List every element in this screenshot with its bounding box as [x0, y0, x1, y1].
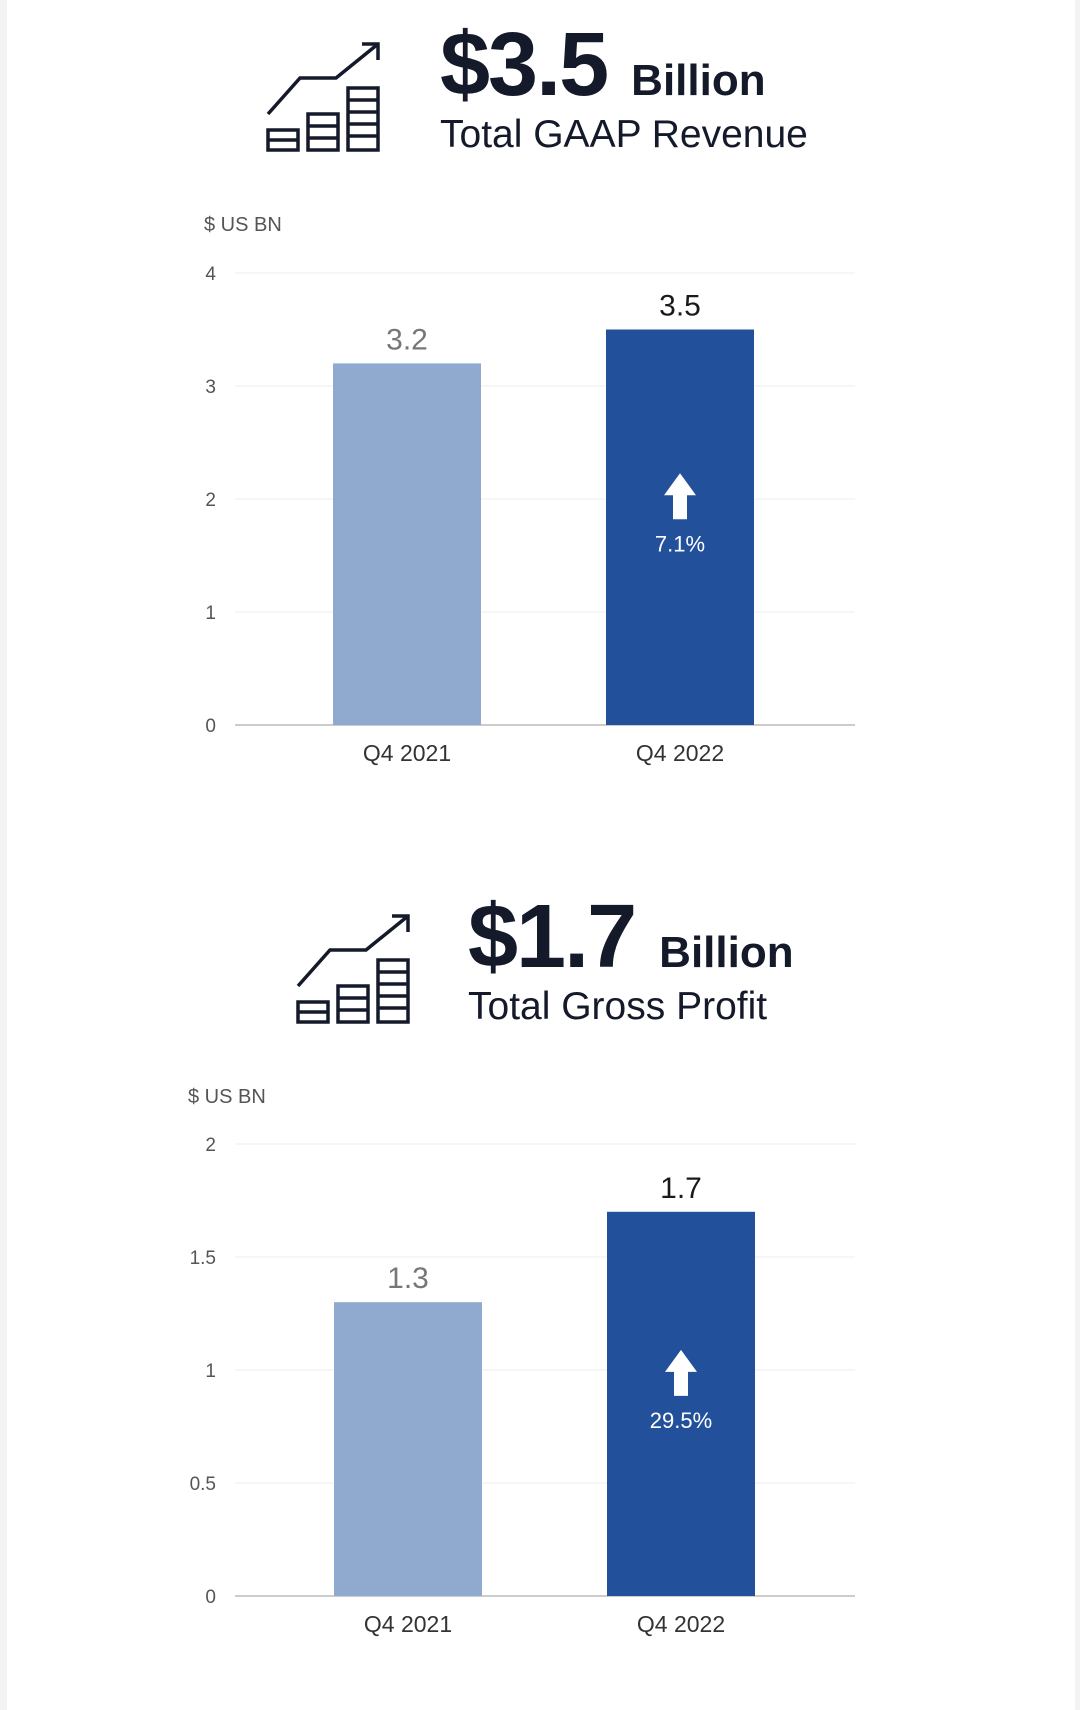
arrow-up-icon [665, 1349, 697, 1396]
headline: $1.7 Billion Total Gross Profit [468, 886, 794, 1029]
y-tick-label: 1 [205, 603, 216, 624]
infographic-card [7, 0, 1075, 1710]
x-category-label: Q4 2022 [637, 1611, 725, 1637]
arrow-up-icon [664, 473, 696, 520]
gross-profit-bar-chart: 0 0.5 1 1.5 2 1.3 Q4 2021 1.7 Q4 2022 29.5% [190, 1135, 855, 1637]
headline-unit: Billion [659, 928, 794, 977]
y-tick-label: 2 [205, 490, 216, 511]
growth-percent-label: 29.5% [650, 1408, 712, 1433]
y-tick-label: 4 [205, 264, 216, 285]
headline-label: Total Gross Profit [468, 985, 768, 1028]
bar-value-label: 1.3 [387, 1262, 429, 1295]
y-tick-label: 1.5 [190, 1248, 216, 1269]
bar [333, 363, 481, 725]
unit-label: $ US BN [188, 1086, 266, 1108]
growth-chart-icon [266, 42, 380, 152]
y-tick-label: 0 [205, 716, 216, 737]
headline: $3.5 Billion Total GAAP Revenue [440, 14, 808, 157]
headline-value: $3.5 [440, 15, 609, 115]
y-tick-label: 0 [205, 1587, 216, 1608]
x-category-label: Q4 2021 [363, 740, 451, 766]
headline-value: $1.7 [468, 887, 637, 987]
growth-percent-label: 7.1% [655, 531, 705, 556]
growth-chart-icon [296, 914, 410, 1024]
y-tick-label: 1 [205, 1361, 216, 1382]
revenue-bar-chart: 0 1 2 3 4 3.2 Q4 2021 3.5 Q4 2022 7.1% [205, 264, 855, 766]
bar [606, 329, 754, 725]
headline-unit: Billion [631, 56, 766, 105]
y-tick-label: 0.5 [190, 1474, 216, 1495]
y-tick-label: 2 [205, 1135, 216, 1156]
x-category-label: Q4 2021 [364, 1611, 452, 1637]
y-tick-label: 3 [205, 377, 216, 398]
headline-label: Total GAAP Revenue [440, 113, 808, 156]
gross-profit-panel: $1.7 Billion Total Gross Profit $ US BN 0… [0, 870, 1080, 1710]
unit-label: $ US BN [204, 214, 282, 236]
bar [607, 1211, 755, 1596]
bar-value-label: 3.2 [386, 323, 428, 356]
bar-value-label: 3.5 [659, 290, 701, 323]
x-category-label: Q4 2022 [636, 740, 724, 766]
bar [334, 1302, 482, 1596]
revenue-panel: $3.5 Billion Total GAAP Revenue $ US BN 0… [204, 14, 855, 766]
bar-value-label: 1.7 [660, 1172, 702, 1205]
